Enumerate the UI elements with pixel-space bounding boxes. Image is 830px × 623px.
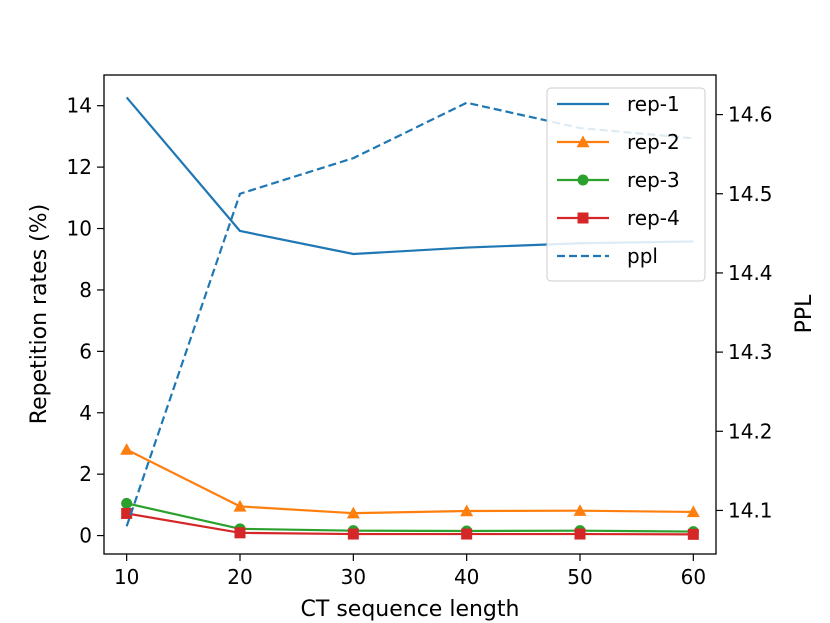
rep-4-point <box>687 528 699 540</box>
rep-3-line <box>126 502 694 533</box>
plot-frame <box>103 74 717 555</box>
series-rep-4 <box>121 507 699 540</box>
rep-4-point <box>234 527 246 539</box>
x-tick-label: 10 <box>114 565 139 589</box>
y-tick-label: 6 <box>79 339 92 363</box>
legend-box <box>546 87 706 282</box>
y-tick-label: 10 <box>67 217 92 241</box>
legend-marker-rep-2 <box>576 135 590 148</box>
legend-label-rep-1: rep-1 <box>627 92 680 116</box>
y2-tick-label: 14.3 <box>728 340 773 364</box>
x-axis-label: CT sequence length <box>301 597 520 622</box>
rep-3-point <box>121 497 133 509</box>
legend-label-rep-3: rep-3 <box>627 168 680 192</box>
y-tick-label: 4 <box>79 401 92 425</box>
y2-tick-label: 14.6 <box>728 103 773 127</box>
y-tick-label: 8 <box>79 278 92 302</box>
series-rep-2 <box>120 443 700 519</box>
rep-4-point <box>347 528 359 540</box>
y2-tick-label: 14.2 <box>728 419 773 443</box>
legend-label-rep-2: rep-2 <box>627 130 680 154</box>
x-tick-label: 20 <box>227 565 252 589</box>
rep-2-point <box>233 499 247 512</box>
y-tick-label: 0 <box>79 524 92 548</box>
y-tick-label: 14 <box>67 94 92 118</box>
series-rep-3 <box>121 497 699 538</box>
rep-4-point <box>574 528 586 540</box>
y-axis-label: Repetition rates (%) <box>27 204 52 424</box>
y2-tick-label: 14.5 <box>728 182 773 206</box>
rep-2-point <box>686 505 700 518</box>
x-tick-label: 60 <box>681 565 706 589</box>
rep-2-line <box>126 448 694 515</box>
legend-marker-rep-3 <box>577 174 589 186</box>
x-tick-label: 30 <box>341 565 366 589</box>
ppl-line <box>125 101 694 527</box>
legend-marker-rep-4 <box>577 212 589 224</box>
rep-2-point <box>346 506 360 519</box>
rep-2-point <box>460 504 474 517</box>
x-tick-label: 40 <box>454 565 479 589</box>
series-layer <box>120 96 700 540</box>
ticks-layer: 10 20 30 40 50 60 0 2 4 6 8 10 12 14 14.1 14.2 14.3 14.4 1… <box>67 94 773 589</box>
y-tick-label: 12 <box>67 155 92 179</box>
rep-4-line <box>126 512 694 536</box>
rep-2-point <box>573 504 587 516</box>
y2-axis-label: PPL <box>792 294 817 334</box>
rep-4-point <box>461 528 473 540</box>
legend-label-ppl: ppl <box>627 244 658 268</box>
y2-tick-label: 14.1 <box>728 498 773 522</box>
y2-tick-label: 14.4 <box>728 261 773 285</box>
legend: rep-1 rep-2 rep-3 rep-4 ppl <box>546 87 706 282</box>
series-ppl <box>125 101 694 527</box>
rep-4-point <box>121 507 133 519</box>
x-tick-label: 50 <box>567 565 592 589</box>
rep-2-point <box>120 443 134 455</box>
y-tick-label: 2 <box>79 462 92 486</box>
legend-label-rep-4: rep-4 <box>627 206 680 230</box>
